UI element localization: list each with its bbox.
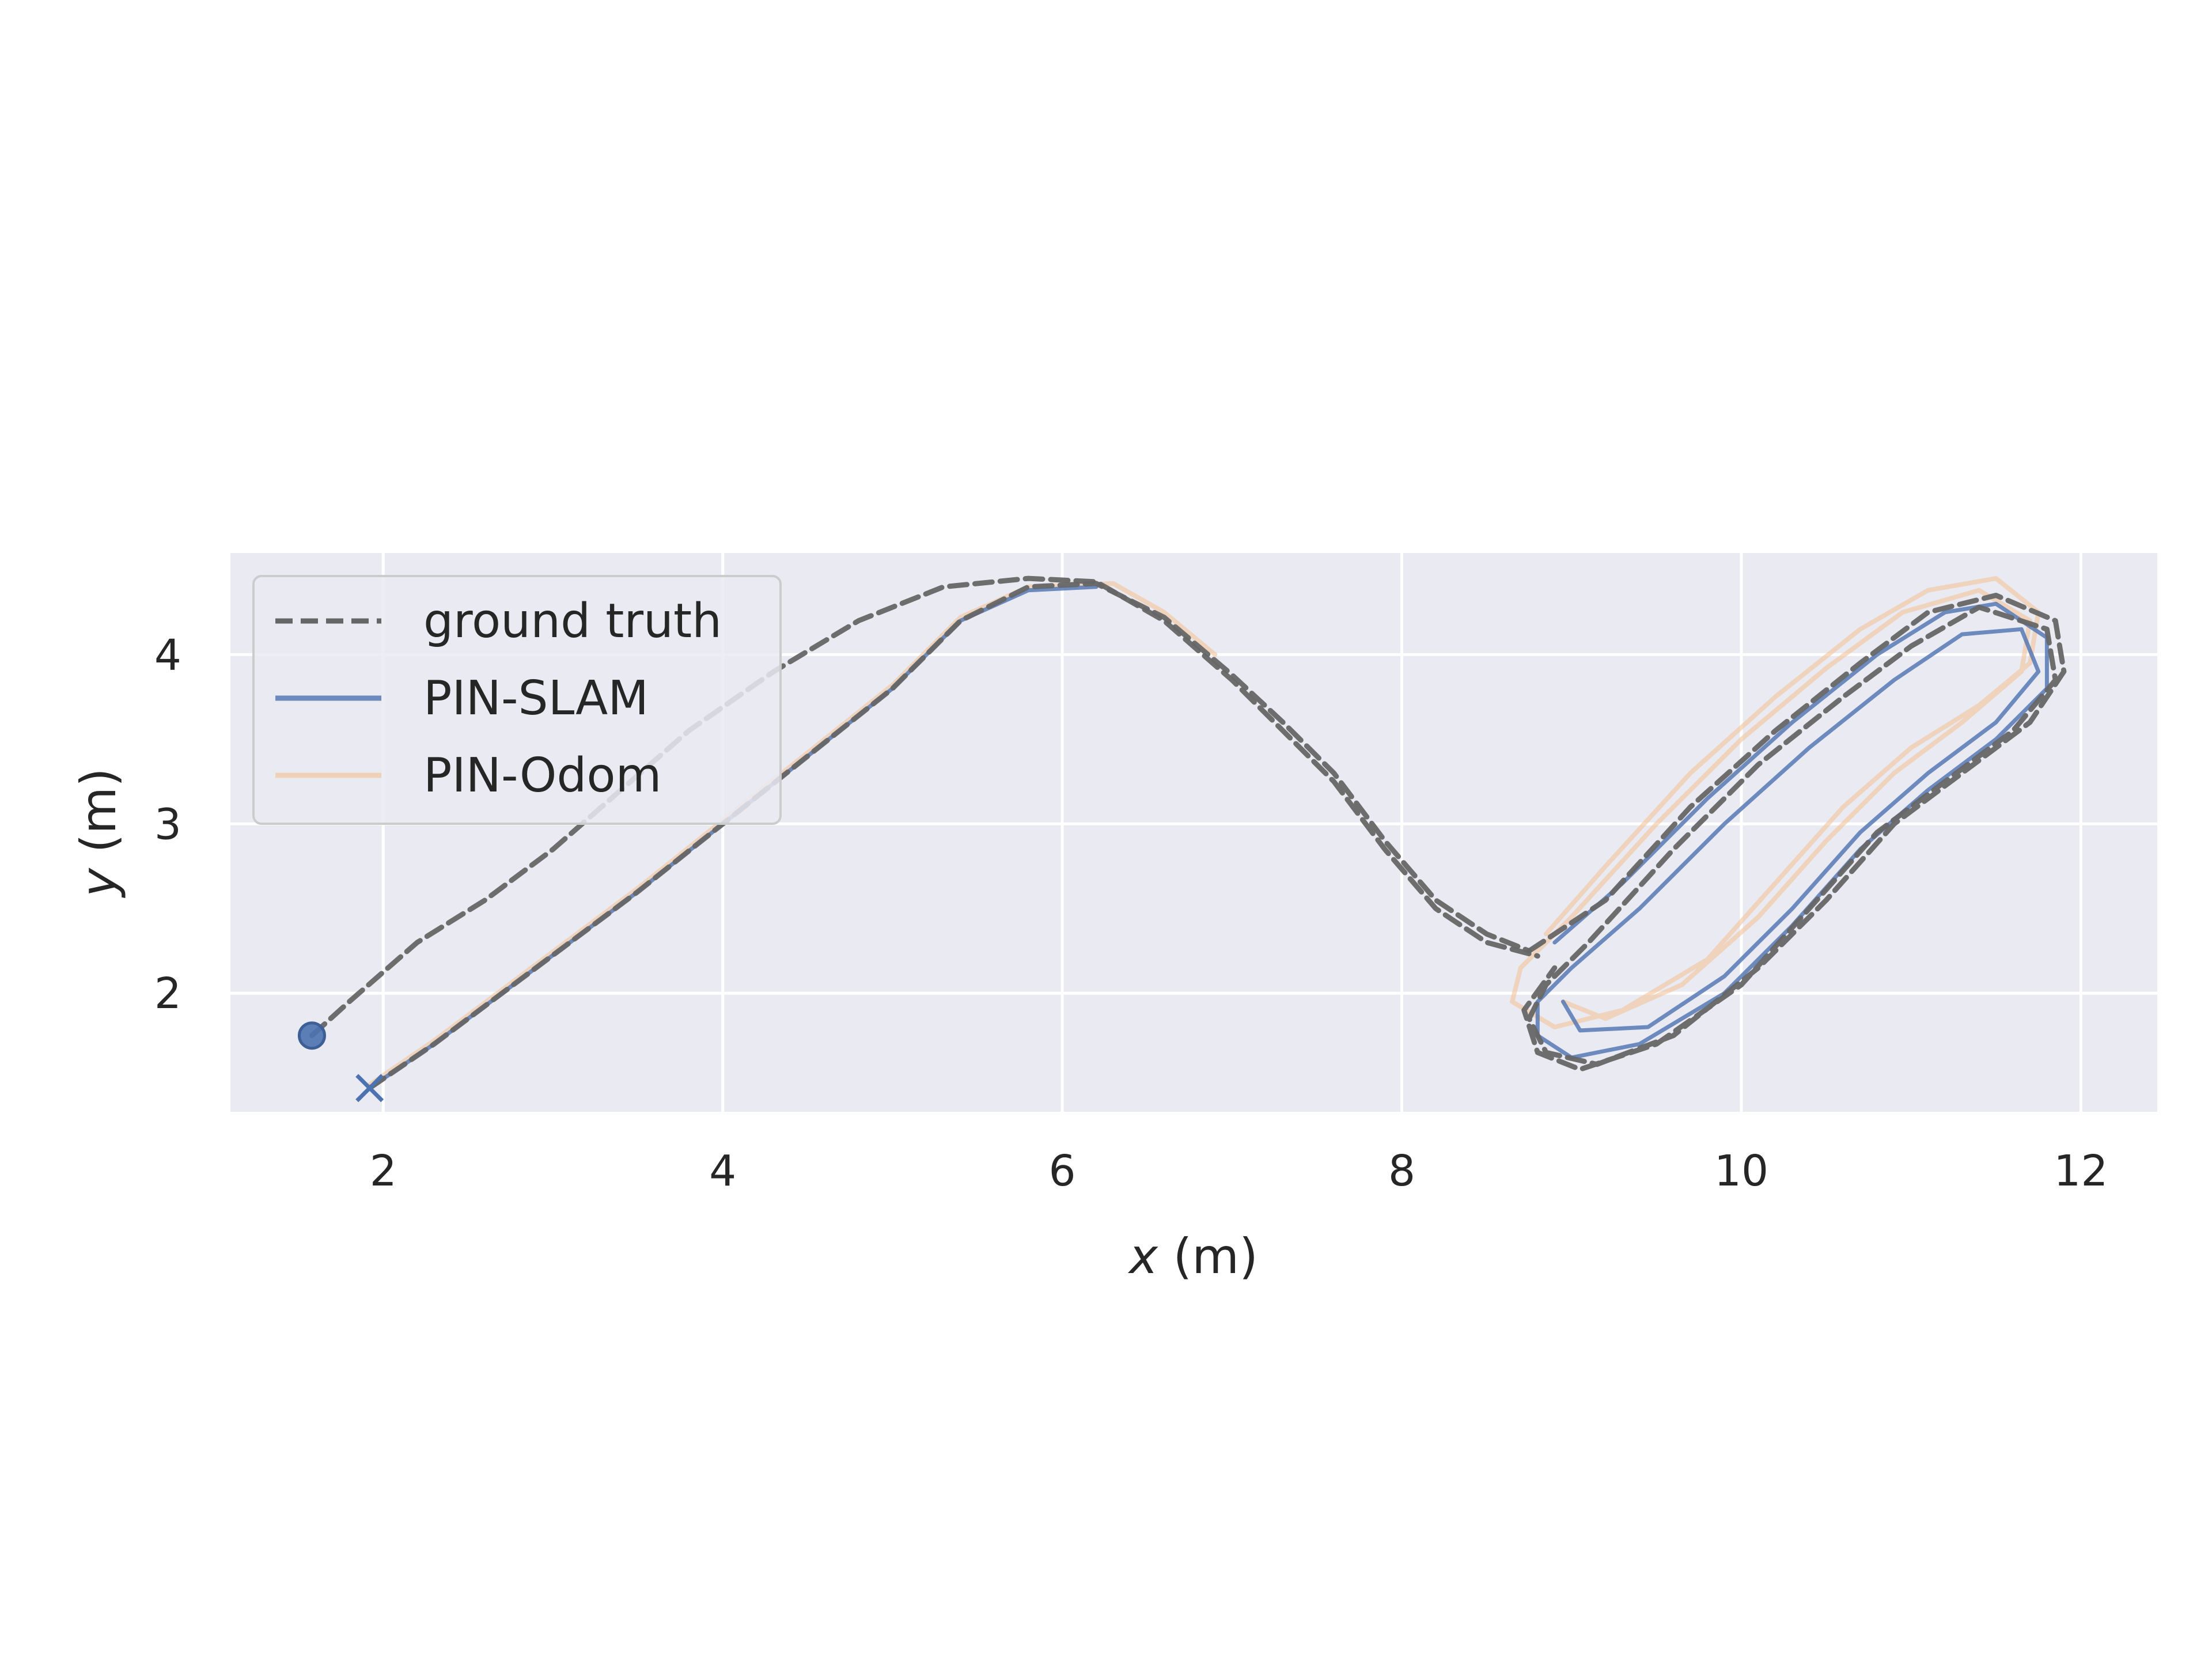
- legend-frame: [252, 575, 782, 825]
- legend-label-pin-slam: PIN-SLAM: [423, 671, 649, 726]
- y-tick-labels: 2 3 4: [154, 630, 181, 1018]
- x-tick-label-10: 10: [1714, 1146, 1768, 1196]
- legend-label-pin-odom: PIN-Odom: [423, 748, 661, 803]
- x-tick-label-2: 2: [370, 1146, 397, 1196]
- x-axis-label: x (m): [1127, 1228, 1258, 1285]
- y-tick-label-3: 3: [154, 800, 181, 849]
- y-tick-label-4: 4: [154, 630, 181, 680]
- series-layer: [309, 575, 2067, 1091]
- series-line-ground-truth-0: [309, 575, 1540, 1039]
- x-tick-label-6: 6: [1049, 1146, 1076, 1196]
- series-line-ground-truth-1: [367, 581, 1532, 1091]
- series-line-pin-slam-1: [1535, 601, 2049, 1060]
- y-tick-label-2: 2: [154, 969, 181, 1018]
- legend: ground truth PIN-SLAM PIN-Odom: [252, 575, 782, 825]
- markers: [297, 1021, 384, 1103]
- series-line-pin-odom-1: [1510, 576, 2041, 1029]
- end-marker: [355, 1074, 384, 1103]
- x-tick-label-12: 12: [2054, 1146, 2108, 1196]
- legend-label-ground-truth: ground truth: [423, 594, 722, 649]
- series-line-pin-odom-0: [367, 581, 1218, 1087]
- series-line-ground-truth-2: [1521, 593, 2067, 1072]
- start-marker: [297, 1021, 326, 1050]
- x-tick-label-8: 8: [1388, 1146, 1415, 1196]
- y-axis-label: y (m): [70, 768, 127, 899]
- x-tick-labels: 2 4 6 8 10 12: [370, 1146, 2108, 1196]
- x-tick-label-4: 4: [709, 1146, 736, 1196]
